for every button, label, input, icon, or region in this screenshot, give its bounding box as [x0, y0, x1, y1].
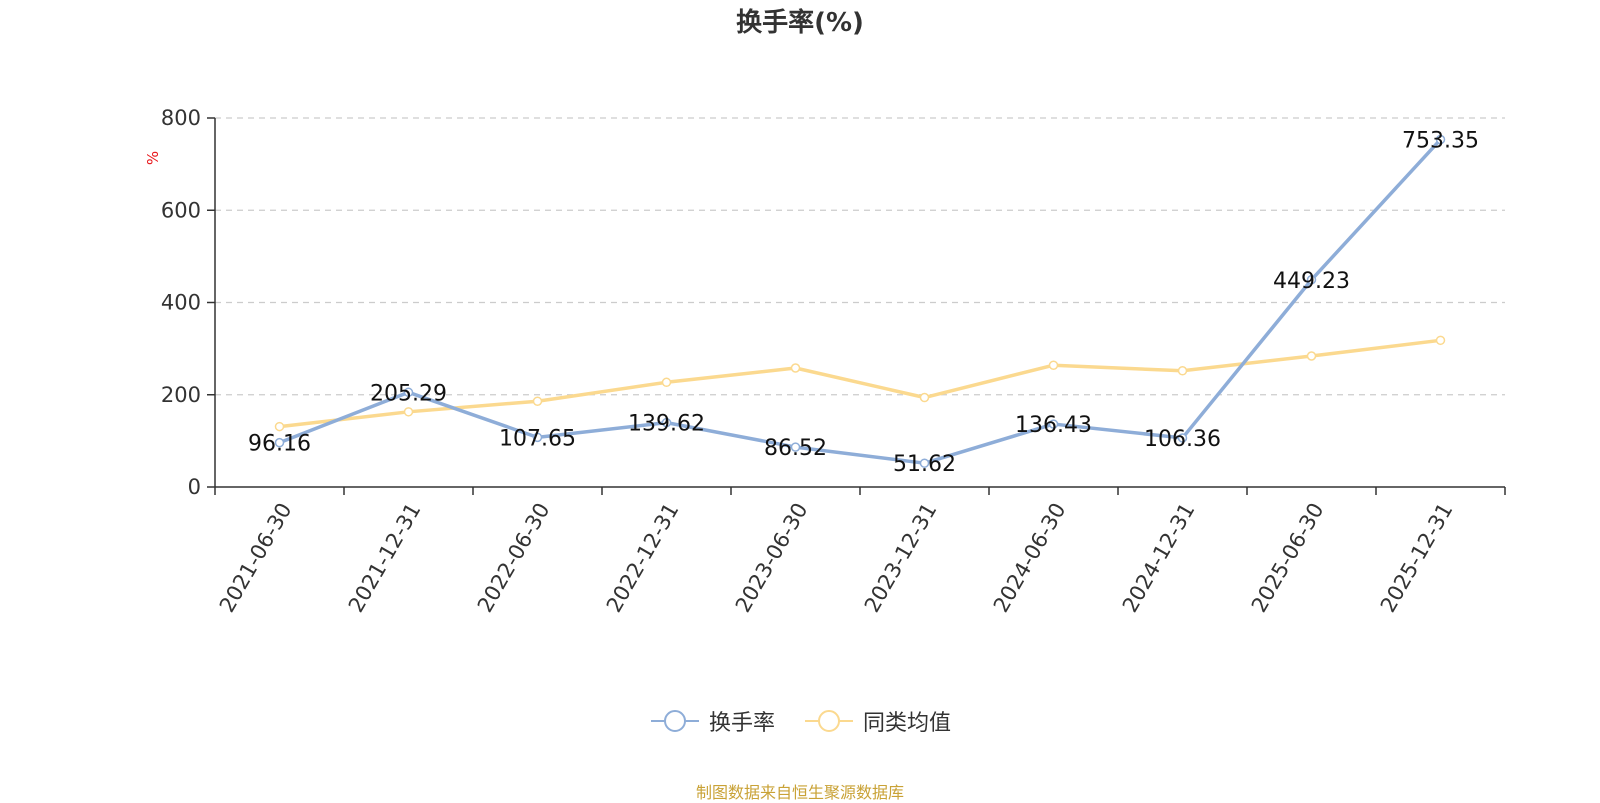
data-label: 449.23 [1273, 269, 1350, 294]
x-tick-label: 2023-12-31 [860, 499, 942, 617]
series-point [790, 363, 801, 373]
data-label: 107.65 [499, 426, 576, 451]
data-label: 136.43 [1015, 413, 1092, 438]
axes: 0 200 400 600 800% 2021-06-30 2021-12-31 2022-0… [144, 106, 1506, 617]
x-tick-label: 2021-12-31 [344, 499, 426, 617]
series-point [1177, 366, 1188, 376]
x-tick-label: 2024-12-31 [1118, 499, 1200, 617]
legend-item-turnover[interactable]: 换手率 [649, 705, 775, 737]
series-point [274, 421, 285, 432]
series-point [1306, 275, 1317, 285]
x-tick-label: 2021-06-30 [215, 499, 297, 617]
y-tick-label: 800 [161, 106, 201, 130]
series-point [1048, 419, 1059, 429]
series-line [278, 138, 1442, 465]
x-tick-label: 2025-12-31 [1376, 499, 1458, 617]
series-point [919, 392, 930, 403]
series-point [1177, 433, 1188, 443]
series-point [1435, 335, 1446, 346]
data-label: 106.36 [1144, 427, 1221, 452]
chart-title: 换手率(%) [736, 8, 864, 38]
legend-marker-peer-average-icon [805, 710, 853, 732]
series-point [532, 396, 543, 406]
series-point [403, 387, 414, 398]
series-line [279, 338, 1441, 429]
series-point [403, 407, 414, 417]
series-point [1435, 134, 1446, 145]
data-label: 51.62 [893, 452, 956, 477]
legend-marker-turnover-icon [650, 710, 699, 732]
data-label: 139.62 [628, 412, 705, 437]
data-label: 205.29 [370, 381, 447, 406]
y-axis-label: % [144, 151, 162, 165]
x-tick-label: 2023-06-30 [731, 499, 813, 617]
data-label: 753.35 [1402, 129, 1479, 154]
series-point [532, 432, 543, 443]
grid-lines [215, 117, 1505, 396]
x-tick-label: 2022-06-30 [473, 499, 555, 617]
data-label: 96.16 [248, 432, 311, 457]
legend-label-peer-average: 同类均值 [863, 711, 952, 736]
legend-label-turnover: 换手率 [708, 711, 775, 736]
series-lines [274, 134, 1446, 468]
series-point [661, 377, 672, 388]
y-tick-label: 600 [161, 198, 201, 222]
series-point [790, 442, 801, 452]
legend: 换手率 同类均值 [0, 705, 1600, 737]
y-tick-label: 200 [161, 383, 201, 407]
data-label: 86.52 [764, 436, 827, 461]
series-point [1306, 351, 1317, 361]
x-tick-label: 2022-12-31 [602, 499, 684, 617]
legend-item-peer-average[interactable]: 同类均值 [803, 705, 951, 737]
series-point [919, 458, 930, 468]
y-tick-label: 0 [188, 475, 201, 499]
x-tick-label: 2025-06-30 [1247, 499, 1329, 617]
x-tick-label: 2024-06-30 [989, 499, 1071, 617]
y-tick-label: 400 [161, 291, 201, 315]
series-point [661, 417, 672, 428]
series-point [1048, 360, 1059, 370]
data-labels: 96.16 205.29 107.65 139.62 86.52 51.62 136.43 1… [248, 129, 1479, 478]
series-point [274, 437, 285, 448]
source-note: 制图数据来自恒生聚源数据库 [695, 783, 904, 802]
